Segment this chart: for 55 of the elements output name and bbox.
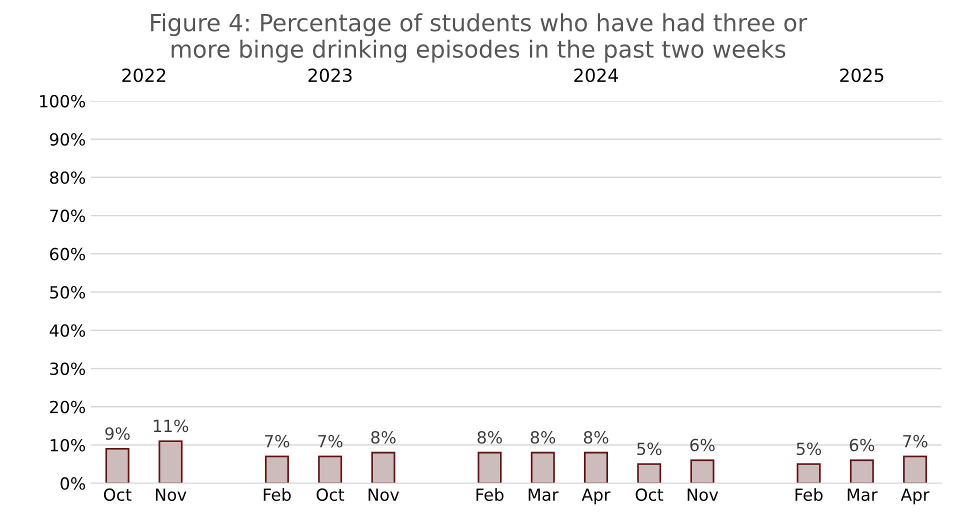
bar [105, 448, 130, 484]
x-tick-label: Oct [104, 488, 132, 501]
bar [584, 452, 608, 484]
bar [637, 463, 662, 484]
y-tick-label: 10% [50, 438, 86, 452]
x-tick-label: Apr [582, 488, 610, 504]
data-label: 8% [371, 431, 396, 444]
data-label: 5% [796, 442, 822, 456]
bar [264, 456, 289, 484]
y-tick-label: 20% [50, 400, 86, 414]
x-tick-label: Oct [636, 488, 664, 501]
x-tick-label: Feb [476, 488, 504, 501]
data-label: 7% [265, 434, 290, 448]
data-label: 5% [637, 442, 662, 456]
bar [478, 452, 502, 484]
x-tick-label: Apr [900, 488, 930, 504]
bar [796, 463, 821, 484]
y-tick-label: 0% [60, 477, 86, 490]
text: 2023 [308, 68, 352, 82]
y-tick-label: 40% [50, 324, 86, 337]
data-label: 7% [318, 434, 342, 448]
y-tick-label: 60% [50, 248, 86, 260]
bar [690, 459, 714, 484]
data-label: 8% [584, 431, 608, 444]
y-tick-label: 100% [40, 94, 86, 108]
y-tick-label: 70% [50, 210, 86, 222]
text: 2022 [122, 68, 166, 82]
bar [903, 456, 928, 484]
data-label: 11% [154, 420, 188, 432]
data-label: 6% [690, 438, 715, 452]
data-label: 8% [478, 431, 502, 444]
x-tick-label: Oct [316, 488, 344, 501]
data-label: 7% [903, 434, 928, 448]
y-tick-label: 90% [50, 133, 86, 146]
data-label: 8% [530, 431, 556, 444]
x-tick-label: Nov [156, 488, 186, 501]
x-tick-label: Nov [688, 488, 718, 501]
y-tick-label: 80% [50, 171, 86, 184]
text: 2025 [840, 68, 884, 82]
chart-title: Figure 4: Percentage of students who have had three or more binge drinking episodes in the past two weeks [151, 13, 808, 63]
x-tick-label: Mar [528, 488, 559, 501]
bar [318, 456, 342, 484]
bar [850, 459, 874, 484]
x-tick-label: Feb [264, 488, 291, 501]
x-tick-label: Nov [368, 488, 400, 501]
x-tick-label: Mar [848, 488, 878, 501]
bar [158, 440, 183, 484]
y-tick-label: 50% [50, 286, 86, 299]
data-label: 9% [105, 427, 130, 440]
x-tick-label: Feb [796, 488, 823, 501]
data-label: 6% [850, 438, 874, 452]
bar [371, 452, 396, 484]
text: 2024 [574, 68, 618, 82]
y-tick-label: 30% [50, 362, 86, 376]
bar [530, 452, 555, 484]
